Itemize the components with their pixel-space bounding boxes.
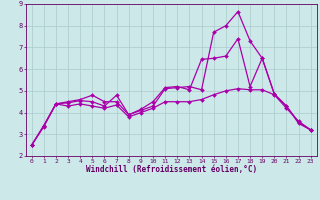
X-axis label: Windchill (Refroidissement éolien,°C): Windchill (Refroidissement éolien,°C): [86, 165, 257, 174]
